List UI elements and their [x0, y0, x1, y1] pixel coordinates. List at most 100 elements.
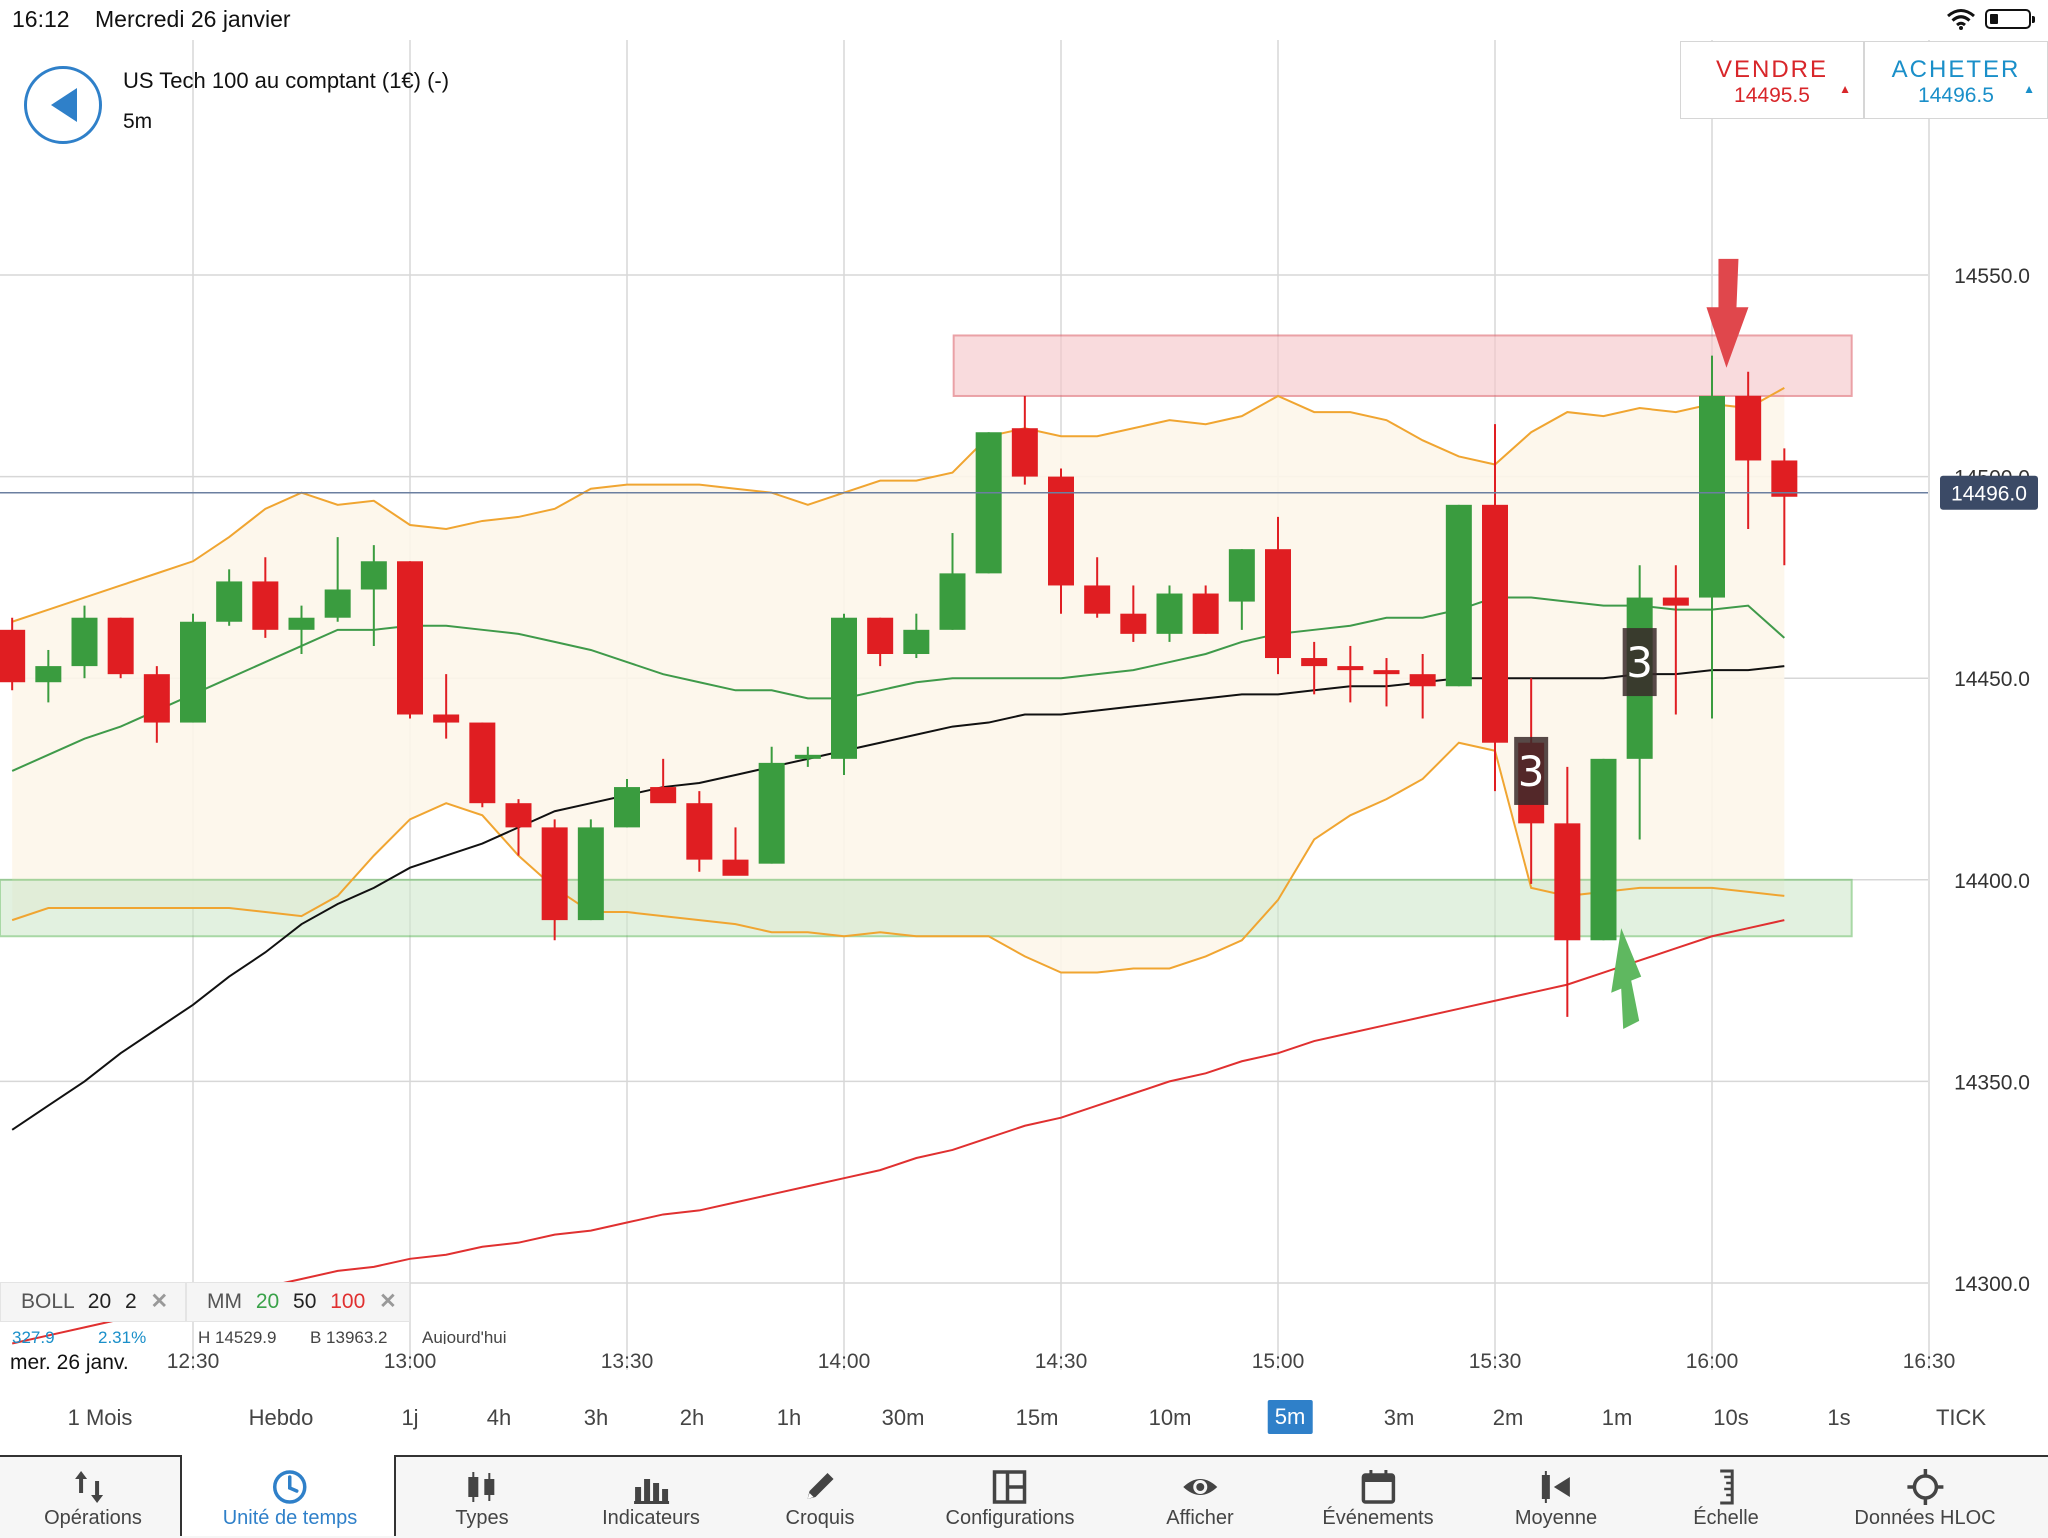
- candle-body: [288, 617, 315, 630]
- tool-clock[interactable]: Unité de temps: [222, 1457, 358, 1538]
- timeframe-1h[interactable]: 1h: [776, 1405, 802, 1430]
- buy-signal-arrow-icon: [1611, 928, 1642, 1029]
- tool-label: Afficher: [1166, 1507, 1234, 1529]
- candle-body: [1735, 395, 1762, 461]
- wifi-icon: [1947, 9, 1975, 30]
- bollinger-deviation: 2: [124, 1290, 137, 1313]
- buy-price: 14496.5: [1918, 84, 1994, 107]
- remove-bollinger-icon[interactable]: ✕: [150, 1290, 169, 1313]
- tool-crosshair[interactable]: Données HLOC: [1854, 1457, 1996, 1538]
- bollinger-lower-line: [11, 741, 1785, 974]
- timeframe-5m[interactable]: 5m: [1267, 1400, 1313, 1434]
- remove-moving-average-icon[interactable]: ✕: [379, 1290, 397, 1313]
- eye-icon: [1182, 1479, 1217, 1495]
- tool-bars[interactable]: Indicateurs: [602, 1457, 700, 1538]
- tool-label: Échelle: [1693, 1507, 1759, 1529]
- tool-label: Croquis: [785, 1507, 855, 1529]
- tool-eye[interactable]: Afficher: [1166, 1457, 1234, 1538]
- tool-operations[interactable]: Opérations: [44, 1457, 142, 1538]
- clock-icon: [273, 1470, 307, 1504]
- status-time: 16:12: [12, 6, 70, 32]
- session-low: B 13963.2: [310, 1328, 388, 1344]
- bollinger-period: 20: [87, 1290, 112, 1313]
- moving-average-chip[interactable]: MM 20 50 100 ✕: [186, 1282, 410, 1322]
- session-today: Aujourd'hui: [422, 1328, 507, 1344]
- change-percent: 2.31%: [98, 1328, 147, 1344]
- tool-candles[interactable]: Types: [455, 1457, 509, 1538]
- timeframe-2h[interactable]: 2h: [679, 1405, 705, 1430]
- back-button[interactable]: [24, 66, 102, 144]
- timeframe-2m[interactable]: 2m: [1492, 1405, 1524, 1430]
- tool-pencil[interactable]: Croquis: [785, 1457, 855, 1538]
- moving-average-name: MM: [207, 1290, 242, 1313]
- tool-label: Opérations: [44, 1507, 142, 1529]
- toolbar-selection: [180, 1455, 396, 1536]
- tool-calendar[interactable]: Événements: [1322, 1457, 1434, 1538]
- timeframe-3m[interactable]: 3m: [1383, 1405, 1415, 1430]
- sequence-marker-label: 3: [1626, 638, 1653, 687]
- tool-layout[interactable]: Configurations: [945, 1457, 1075, 1538]
- timeframe-1s[interactable]: 1s: [1827, 1405, 1851, 1430]
- x-tick-label: 13:00: [384, 1350, 437, 1373]
- sequence-marker-label: 3: [1518, 747, 1545, 796]
- timeframe-30m[interactable]: 30m: [881, 1405, 925, 1430]
- candle-body: [397, 561, 423, 715]
- tool-label: Unité de temps: [222, 1507, 358, 1529]
- candle-body: [1337, 666, 1364, 671]
- current-price-tag: [1940, 475, 2038, 510]
- candle-body: [1120, 613, 1147, 634]
- candle-body: [1156, 593, 1183, 634]
- timeframe-1j[interactable]: 1j: [401, 1405, 419, 1430]
- timeframe-1-mois[interactable]: 1 Mois: [67, 1405, 133, 1430]
- x-tick-label: 15:00: [1252, 1350, 1305, 1373]
- candle-body: [614, 787, 640, 828]
- candle-body: [433, 714, 460, 723]
- timeframe-10m[interactable]: 10m: [1148, 1405, 1192, 1430]
- candle-body: [107, 617, 134, 675]
- ma-period-20: 20: [255, 1290, 280, 1313]
- tool-label: Données HLOC: [1854, 1507, 1996, 1529]
- ma100-line: [11, 919, 1785, 1345]
- timeframe-4h[interactable]: 4h: [486, 1405, 512, 1430]
- candle-body: [1445, 504, 1472, 687]
- candle-body: [1409, 674, 1436, 687]
- candle-body: [831, 617, 857, 759]
- session-info: 327.9 2.31% H 14529.9 B 13963.2 Aujourd'…: [0, 1328, 530, 1344]
- y-tick-label: 14450.0: [1954, 668, 2030, 691]
- bottom-toolbar: Opérations Unité de temps Types Indicateurs…: [0, 1455, 2048, 1538]
- buy-button[interactable]: ACHETER 14496.5 ▲: [1864, 41, 2048, 119]
- candle-body: [71, 617, 98, 667]
- sell-button[interactable]: VENDRE 14495.5 ▲: [1680, 41, 1864, 119]
- timeframe-3h[interactable]: 3h: [583, 1405, 609, 1430]
- scale-icon: [1719, 1469, 1734, 1505]
- timeframe-bar: 1 Mois Hebdo 1j 4h 3h 2h 1h 30m 15m 10m 5m 3m 2m 1m 10…: [0, 1388, 2048, 1448]
- candle-body: [975, 432, 1002, 574]
- candle-body: [35, 666, 62, 683]
- timeframe-tick[interactable]: TICK: [1935, 1405, 1987, 1430]
- bollinger-chip[interactable]: BOLL 20 2 ✕: [0, 1282, 186, 1322]
- price-chart[interactable]: 12:30 13:00 13:30 14:00 14:30 15:00 15:30 16:00…: [0, 40, 2048, 1380]
- session-high: H 14529.9: [198, 1328, 277, 1344]
- candle-body: [469, 722, 496, 804]
- timeframe-15m[interactable]: 15m: [1015, 1405, 1059, 1430]
- candle-body: [143, 674, 170, 723]
- candle-body: [1265, 549, 1291, 659]
- sequence-marker: [1622, 628, 1657, 697]
- candle-body: [722, 859, 749, 876]
- timeframe-10s[interactable]: 10s: [1713, 1405, 1749, 1430]
- candle-body: [1192, 593, 1219, 634]
- bollinger-band-fill: [12, 387, 1785, 973]
- resistance-zone: [952, 334, 1853, 397]
- x-tick-label: 12:30: [167, 1350, 220, 1373]
- candle-body: [0, 629, 26, 683]
- crosshair-icon: [1907, 1469, 1943, 1505]
- sell-signal-arrow-icon: [1706, 258, 1749, 368]
- operations-icon: [75, 1471, 103, 1503]
- timeframe-1m[interactable]: 1m: [1601, 1405, 1633, 1430]
- tool-scale[interactable]: Échelle: [1693, 1457, 1759, 1538]
- timeframe-hebdo[interactable]: Hebdo: [248, 1405, 314, 1430]
- candle-body: [1771, 460, 1798, 497]
- tool-average[interactable]: Moyenne: [1515, 1457, 1597, 1538]
- date-label: mer. 26 janv.: [0, 1346, 139, 1380]
- tool-label: Configurations: [945, 1507, 1075, 1529]
